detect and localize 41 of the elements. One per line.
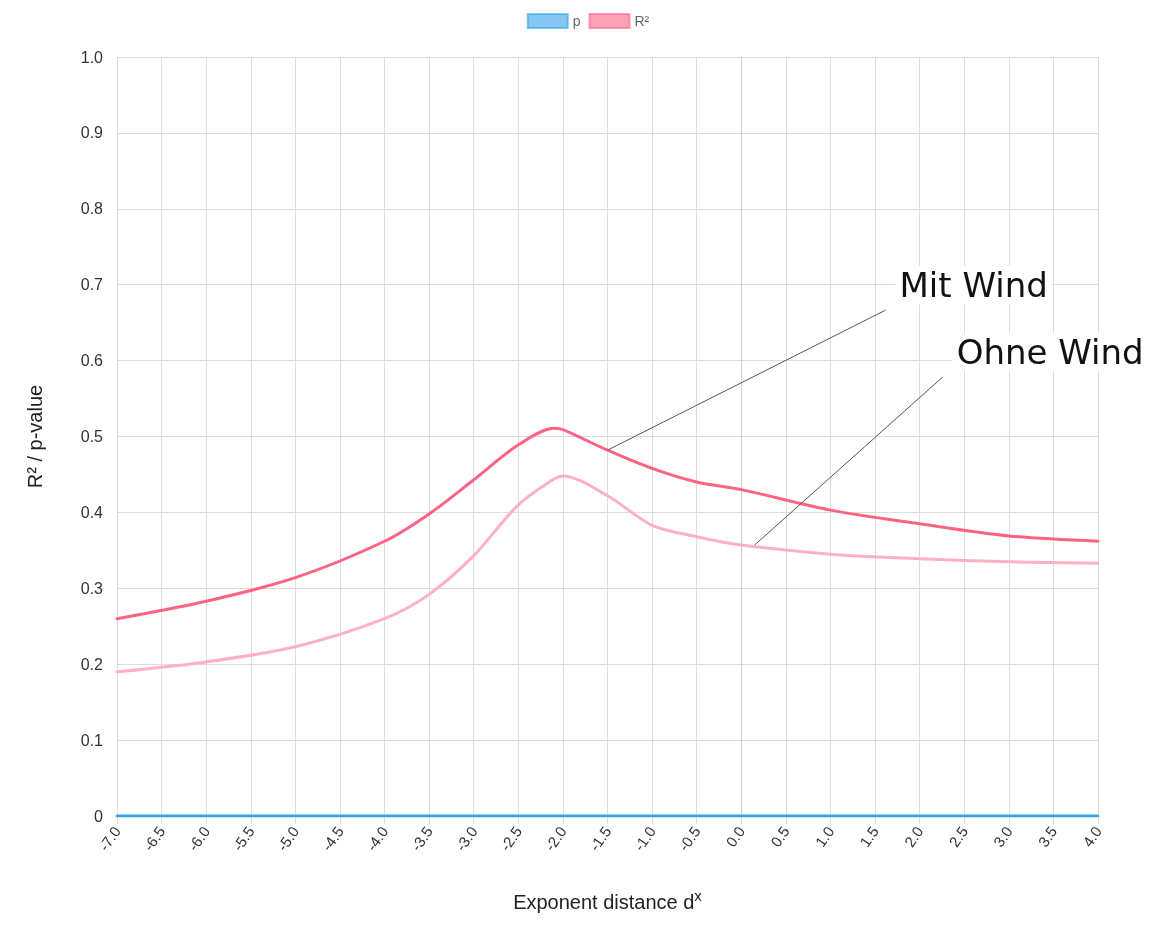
y-tick-label: 0.3 <box>80 579 104 597</box>
y-tick-label: 0.6 <box>80 352 104 370</box>
y-tick-label: 0 <box>94 807 104 825</box>
x-tick-label: -4.0 <box>362 823 392 855</box>
x-tick-label: -6.0 <box>184 823 214 855</box>
x-tick-label: -3.5 <box>407 823 437 855</box>
y-tick-label: 0.4 <box>80 503 104 521</box>
x-tick-label: 3.5 <box>1034 823 1061 850</box>
legend-label: R² <box>634 13 650 29</box>
x-tick-label: -7.0 <box>95 823 124 855</box>
x-tick-label: -1.0 <box>630 823 660 855</box>
x-tick-label: -1.5 <box>585 823 615 855</box>
y-tick-label: 0.7 <box>80 276 104 294</box>
y-tick-label: 0.9 <box>80 124 104 142</box>
y-axis-title: R² / p-value <box>24 384 46 489</box>
y-tick-label: 0.2 <box>80 655 104 673</box>
x-tick-label: -4.5 <box>318 823 347 855</box>
x-tick-label: -5.0 <box>273 823 303 855</box>
y-tick-label: 1.0 <box>80 48 104 66</box>
x-tick-label: 2.5 <box>945 823 972 850</box>
y-tick-label: 0.8 <box>80 200 104 218</box>
y-tick-label: 0.1 <box>80 731 104 749</box>
line-series <box>115 474 1100 674</box>
x-tick-label: -2.0 <box>541 823 570 855</box>
x-tick-label: -2.5 <box>496 823 526 855</box>
legend-label: p <box>572 13 581 29</box>
x-tick-label: -3.0 <box>451 823 481 855</box>
x-tick-label: 0.5 <box>766 823 793 850</box>
annotation: Mit Wind <box>899 265 1048 306</box>
x-tick-label: 0.0 <box>722 823 749 850</box>
x-tick-label: 3.0 <box>989 823 1016 850</box>
x-tick-label: 4.0 <box>1079 823 1105 850</box>
x-tick-label: 1.0 <box>811 823 838 850</box>
x-tick-label: 1.5 <box>856 823 883 850</box>
y-tick-label: 0.5 <box>80 428 104 445</box>
line-series <box>115 426 1100 621</box>
annotation: Ohne Wind <box>956 332 1144 373</box>
x-tick-label: 2.0 <box>900 823 927 850</box>
x-tick-label: -5.5 <box>228 823 258 855</box>
x-tick-label: -6.5 <box>139 823 169 855</box>
x-tick-label: -0.5 <box>674 823 704 855</box>
